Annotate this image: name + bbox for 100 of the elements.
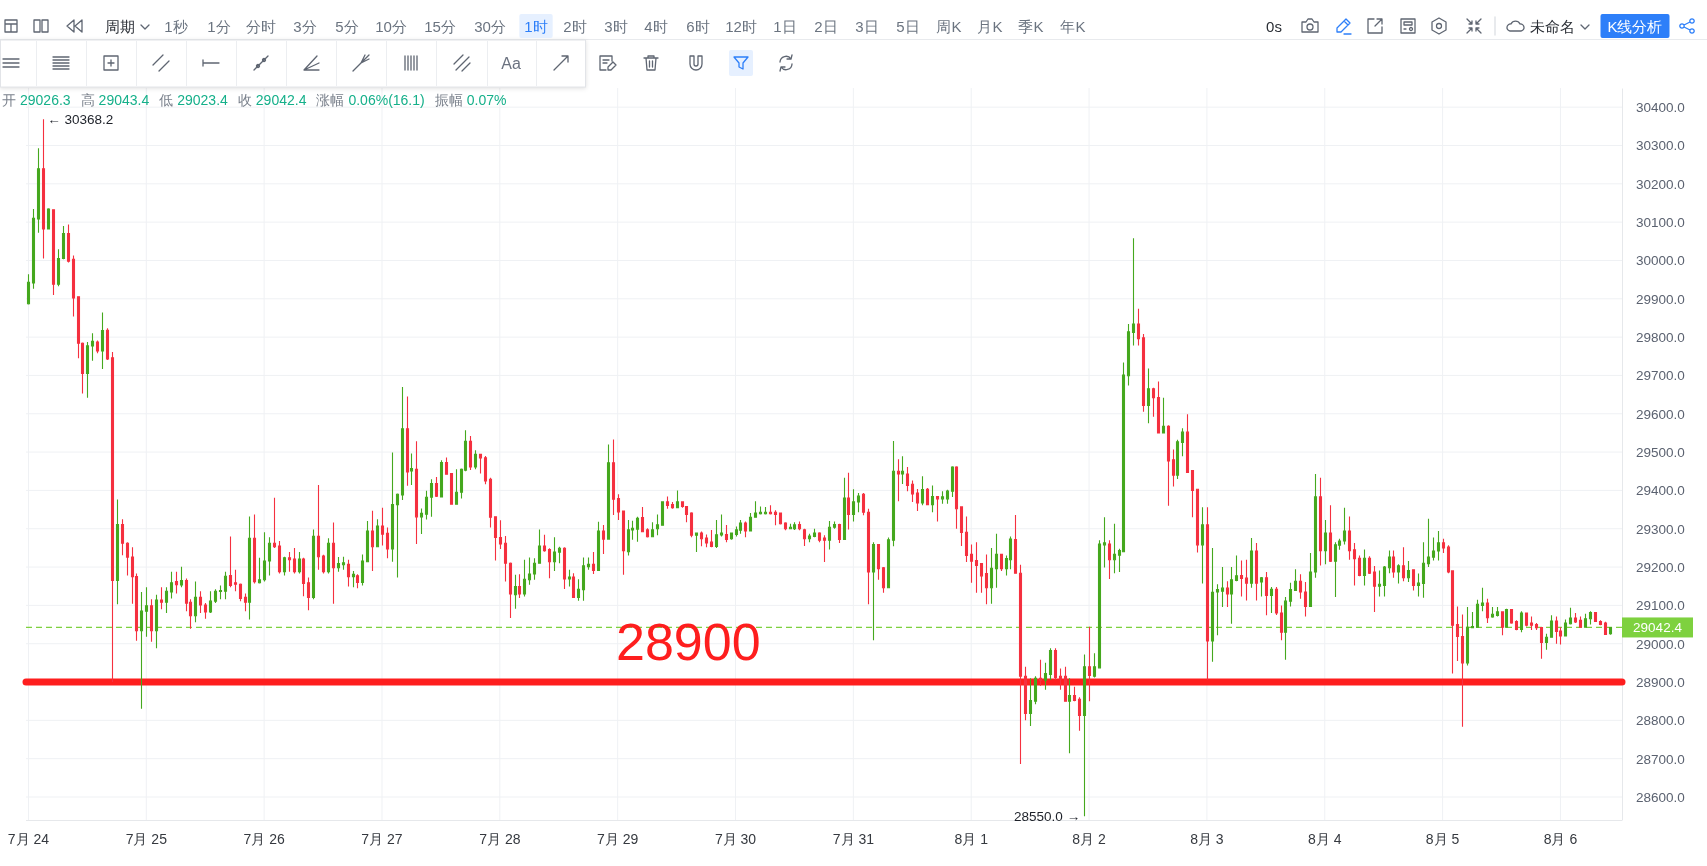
candlestick [233, 569, 238, 592]
candlestick [1593, 612, 1598, 623]
candlestick [1504, 608, 1509, 629]
candlestick [1509, 609, 1514, 625]
candlestick [228, 535, 233, 588]
candlestick [26, 273, 31, 306]
text: 2时 [563, 17, 587, 35]
candlestick [1534, 622, 1539, 631]
candlestick [1608, 626, 1613, 636]
candlestick [1391, 550, 1396, 579]
candlestick [1347, 515, 1352, 561]
x-tick-label: 7月 30 [714, 830, 757, 847]
candlestick [1018, 564, 1023, 765]
candlestick [1323, 519, 1328, 565]
candlestick [773, 509, 778, 526]
candlestick [1563, 619, 1568, 637]
candlestick [1274, 586, 1279, 616]
candlestick [1283, 596, 1288, 661]
candlestick [1058, 668, 1063, 691]
candlestick [444, 456, 449, 475]
text: 3日 [855, 17, 879, 35]
candlestick [1146, 367, 1151, 424]
candlestick [346, 559, 351, 588]
candlestick [1185, 413, 1190, 473]
candlestick [743, 520, 748, 538]
candlestick [635, 516, 640, 543]
candlestick [282, 556, 287, 577]
candlestick [768, 504, 773, 516]
candlestick [601, 524, 606, 555]
candlestick [1554, 615, 1559, 645]
y-tick-label: 30400.0 [1636, 99, 1685, 115]
candlestick [56, 248, 61, 287]
candlestick [301, 557, 306, 597]
candlestick [689, 511, 694, 538]
candlestick [409, 453, 414, 486]
text: 15分 [424, 17, 456, 35]
x-tick-label: 8月 5 [1425, 830, 1460, 847]
candlestick [375, 518, 380, 548]
candlestick [154, 594, 159, 649]
y-tick-label: 28700.0 [1636, 751, 1685, 767]
candlestick [1205, 506, 1210, 681]
candlestick [1279, 604, 1284, 641]
candlestick [989, 547, 994, 605]
candlestick [812, 528, 817, 538]
candlestick [606, 443, 611, 540]
candlestick [758, 505, 763, 516]
x-tick-label: 7月 24 [7, 830, 50, 847]
candlestick [1220, 566, 1225, 608]
candlestick [1421, 541, 1426, 599]
candlestick [31, 208, 36, 290]
candlestick [1038, 659, 1043, 687]
candlestick [478, 453, 483, 475]
y-tick-label: 29700.0 [1636, 368, 1685, 384]
candlestick [1166, 424, 1171, 507]
candlestick [71, 254, 76, 317]
candlestick [616, 493, 621, 521]
candlestick [1082, 653, 1087, 817]
candlestick [1308, 552, 1313, 608]
candlestick [1249, 537, 1254, 589]
candlestick [1210, 547, 1215, 663]
candlestick [1126, 323, 1131, 386]
candlestick [1264, 571, 1269, 616]
candlestick [390, 451, 395, 563]
candlestick [856, 492, 861, 513]
text: 1分 [207, 17, 231, 35]
candlestick [1318, 477, 1323, 567]
candlestick [1549, 614, 1554, 639]
x-tick-label: 8月 2 [1072, 830, 1106, 847]
candlestick [1529, 615, 1534, 631]
y-tick-label: 28600.0 [1636, 789, 1685, 805]
candlestick [1067, 677, 1072, 754]
candlestick [1500, 610, 1505, 636]
candlestick [1112, 523, 1117, 574]
candlestick [792, 521, 797, 531]
candlestick [1362, 548, 1367, 586]
candlestick [110, 351, 115, 683]
candlestick [1234, 555, 1239, 582]
text: 开 29026.3 高 29043.4 低 29023.4 收 29042.4 涨幅 0.06%(16.1) 振幅 0.07% [2, 92, 507, 108]
candlestick [1514, 619, 1519, 631]
y-tick-label: 30000.0 [1636, 253, 1685, 269]
candlestick [1259, 576, 1264, 598]
candlestick [208, 590, 213, 614]
candlestick [439, 459, 444, 498]
candlestick [1598, 619, 1603, 626]
text: 月K [977, 17, 1003, 35]
candlestick [783, 521, 788, 531]
ref-line-label: 28900 [616, 613, 761, 672]
y-tick-label: 29800.0 [1636, 329, 1685, 345]
candlestick [341, 556, 346, 571]
text: 10分 [375, 17, 407, 35]
candlestick [999, 553, 1004, 572]
candlestick [395, 492, 400, 578]
candlestick [950, 465, 955, 498]
candlestick [203, 602, 208, 620]
candlestick [385, 527, 390, 559]
x-tick-label: 8月 1 [954, 830, 989, 847]
y-tick-label: 29500.0 [1636, 444, 1685, 460]
candlestick [586, 556, 591, 571]
candlestick [576, 578, 581, 602]
candlestick [1033, 675, 1038, 705]
